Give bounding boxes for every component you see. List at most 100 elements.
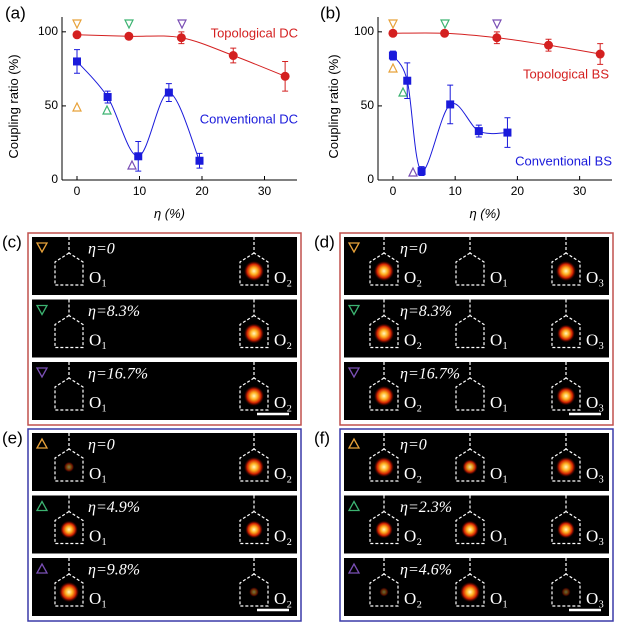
x-tick-label: 30 [573, 184, 587, 198]
y-tick-label: 100 [38, 24, 58, 38]
waveguide-outline [551, 558, 581, 607]
eta-label: η=0 [88, 437, 115, 454]
panel-label: (d) [314, 232, 335, 251]
eta-label: η=0 [88, 241, 115, 258]
waveguide-outline [369, 299, 399, 349]
output-label: O₃ [586, 330, 604, 349]
light-spot [379, 587, 389, 597]
data-point [388, 51, 397, 60]
light-spot [374, 323, 394, 344]
chart-markers [72, 19, 502, 177]
eta-label: η=2.3% [400, 499, 452, 516]
data-point [417, 167, 426, 176]
output-label: O₂ [274, 464, 292, 483]
light-spot [245, 520, 263, 539]
light-spot [375, 520, 393, 539]
triangle-marker [35, 242, 49, 254]
light-spot [63, 461, 75, 473]
output-label: O₃ [586, 268, 604, 287]
data-point [103, 93, 112, 102]
output-label: O₂ [404, 330, 422, 349]
x-tick-label: 20 [511, 184, 525, 198]
triangle-marker [35, 367, 49, 379]
data-point [195, 156, 204, 165]
light-spot [374, 457, 394, 477]
output-label: O₂ [404, 268, 422, 287]
light-spot [374, 386, 394, 406]
waveguide-outline [369, 495, 399, 545]
triangle-marker [347, 304, 361, 316]
output-label: O₁ [490, 589, 508, 608]
series-label: Conventional DC [200, 111, 298, 126]
triangle-marker [35, 304, 49, 316]
x-axis-label: η (%) [154, 206, 185, 221]
data-point [503, 128, 512, 137]
light-spot [462, 459, 478, 475]
panel-label: (c) [2, 232, 22, 251]
waveguide-outline [455, 362, 485, 411]
waveguide-outline [369, 558, 399, 607]
x-tick-label: 20 [195, 184, 209, 198]
triangle-marker [347, 500, 361, 512]
light-spot [244, 386, 264, 406]
output-label: O₂ [274, 393, 292, 412]
data-point [164, 88, 173, 97]
x-tick-label: 0 [390, 184, 397, 198]
waveguide-outline [551, 299, 581, 349]
waveguide-outline [369, 362, 399, 411]
waveguide-outline [455, 299, 485, 349]
light-spot [374, 261, 394, 281]
data-point [72, 30, 82, 40]
eta-label: η=16.7% [400, 366, 460, 383]
y-axis-label: Coupling ratio (%) [6, 54, 21, 158]
output-label: O₁ [490, 330, 508, 349]
data-point [124, 31, 134, 41]
eta-label: η=4.9% [88, 499, 140, 516]
output-label: O₃ [586, 393, 604, 412]
triangle-marker [35, 500, 49, 512]
output-label: O₃ [586, 464, 604, 483]
light-spot [556, 261, 576, 281]
y-axis-label: Coupling ratio (%) [326, 54, 341, 158]
waveguide-outline [551, 495, 581, 545]
panel-label: (b) [320, 3, 341, 22]
light-spot [244, 323, 264, 344]
output-label: O₁ [89, 330, 107, 349]
waveguide-outline [551, 237, 581, 286]
panel-label: (f) [314, 428, 330, 447]
eta-label: η=0 [400, 437, 427, 454]
output-label: O₂ [274, 330, 292, 349]
output-label: O₁ [490, 526, 508, 545]
output-label: O₁ [490, 393, 508, 412]
triangle-marker [347, 242, 361, 254]
waveguide-outline [239, 495, 269, 545]
waveguide-outline [239, 299, 269, 349]
x-tick-label: 0 [74, 184, 81, 198]
waveguide-outline [54, 495, 84, 545]
waveguide-outline [239, 237, 269, 286]
data-point [228, 51, 238, 61]
output-label: O₁ [89, 589, 107, 608]
output-label: O₂ [404, 526, 422, 545]
waveguide-outline [54, 362, 84, 411]
waveguide-outline [54, 433, 84, 482]
eta-label: η=8.3% [88, 303, 140, 320]
data-point [595, 49, 605, 59]
triangle-marker [347, 562, 361, 574]
waveguide-outline [239, 558, 269, 607]
light-spot [561, 587, 571, 597]
triangle-marker [347, 437, 361, 449]
x-tick-label: 30 [258, 184, 272, 198]
y-tick-label: 0 [51, 172, 58, 186]
output-label: O₂ [404, 464, 422, 483]
waveguide-outline [54, 299, 84, 349]
light-spot [556, 386, 576, 406]
waveguide-outline [455, 433, 485, 482]
output-label: O₃ [586, 589, 604, 608]
data-point [474, 127, 483, 136]
light-spot [249, 587, 259, 597]
light-spot [244, 457, 264, 477]
waveguide-outline [54, 558, 84, 607]
data-point [544, 40, 554, 50]
output-label: O₁ [490, 268, 508, 287]
